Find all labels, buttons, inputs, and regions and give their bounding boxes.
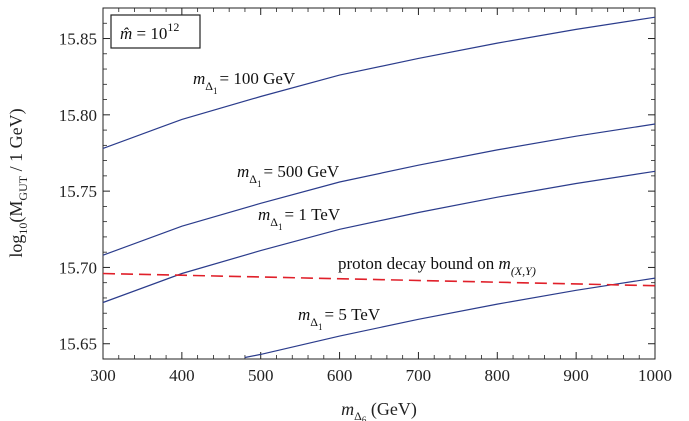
- x-tick-label: 300: [90, 366, 116, 385]
- x-tick-label: 400: [169, 366, 195, 385]
- parameter-exponent: 12: [167, 20, 179, 34]
- proton-decay-bound-line: [102, 272, 656, 287]
- annotation-1tev: mΔ1= 1 TeV: [258, 205, 341, 232]
- y-tick-label: 15.75: [59, 182, 97, 201]
- y-tick-label: 15.80: [59, 106, 97, 125]
- parameter-box-text: m̂ = 1012: [120, 20, 179, 43]
- x-tick-label: 500: [248, 366, 274, 385]
- series-line-0: [102, 16, 656, 149]
- series-line-3: [244, 277, 656, 359]
- x-tick-labels: 300 400 500 600 700 800 900 1000: [90, 366, 672, 385]
- y-tick-label: 15.70: [59, 258, 97, 277]
- y-tick-labels: 15.65 15.70 15.75 15.80 15.85: [59, 30, 97, 354]
- y-axis-title: log10(MGUT / 1 GeV): [6, 108, 30, 257]
- parameter-box-frame: [110, 14, 201, 49]
- annotation-proton-decay-bound: proton decay bound on m(X,Y): [338, 254, 536, 278]
- parameter-box: m̂ = 1012: [110, 14, 201, 49]
- x-axis-title: mΔ6 (GeV): [341, 399, 417, 421]
- annotation-500gev: mΔ1= 500 GeV: [237, 162, 340, 189]
- parameter-symbol: m̂: [120, 24, 132, 43]
- parameter-equals: = 10: [132, 24, 167, 43]
- x-tick-label: 700: [406, 366, 432, 385]
- axis-ticks: [102, 7, 656, 360]
- series-line-2: [102, 170, 656, 304]
- y-tick-label: 15.85: [59, 30, 97, 49]
- x-tick-label: 1000: [638, 366, 672, 385]
- x-tick-label: 900: [563, 366, 589, 385]
- x-tick-label: 800: [485, 366, 511, 385]
- series-line-1: [102, 123, 656, 256]
- series-layer: [102, 16, 656, 359]
- annotation-5tev: mΔ1= 5 TeV: [298, 305, 381, 332]
- annotation-100gev: mΔ1= 100 GeV: [193, 69, 296, 96]
- y-tick-label: 15.65: [59, 335, 97, 354]
- x-tick-label: 600: [327, 366, 353, 385]
- plot-frame: [102, 7, 656, 360]
